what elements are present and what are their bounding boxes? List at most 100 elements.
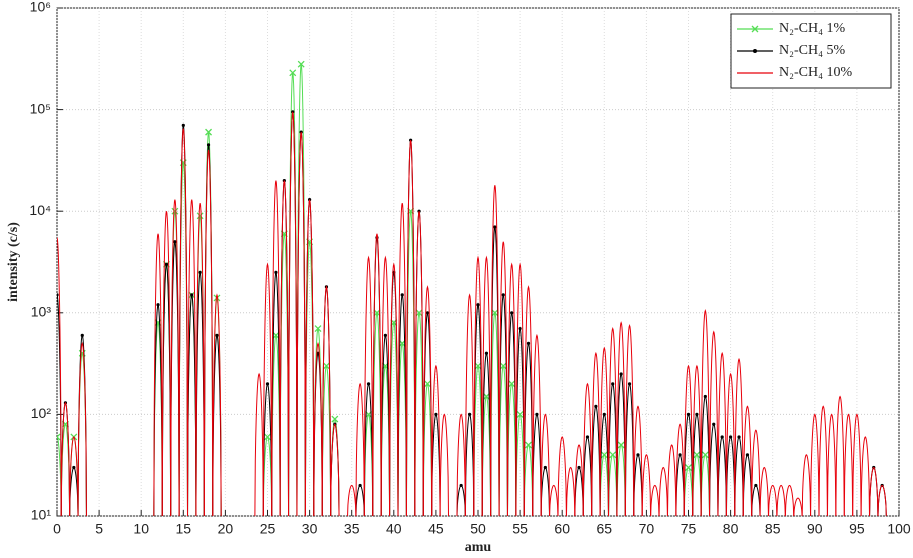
marker [636, 453, 640, 457]
marker [577, 465, 581, 470]
peak [675, 423, 685, 516]
y-axis-label: intensity (c/s) [6, 222, 21, 302]
x-tick-label: 10 [133, 521, 149, 537]
marker [424, 380, 431, 388]
marker [602, 412, 606, 416]
legend-label: N₂-CH₄ 10% [779, 65, 852, 80]
peak [57, 293, 62, 516]
marker [322, 362, 330, 370]
marker [57, 433, 61, 441]
marker [516, 410, 524, 418]
peak [877, 484, 887, 516]
marker [57, 293, 59, 297]
peak [683, 364, 694, 516]
peak [641, 454, 652, 516]
x-tick-label: 75 [681, 521, 697, 537]
marker [474, 362, 482, 370]
x-axis-label: amu [465, 540, 492, 555]
peak [195, 203, 205, 516]
peak [843, 413, 854, 516]
marker [535, 412, 539, 416]
marker [627, 382, 632, 386]
x-tick-label: 40 [386, 521, 402, 537]
peak [709, 330, 719, 516]
peak [734, 357, 744, 516]
x-tick-label: 80 [723, 521, 739, 537]
y-tick-label: 10³ [31, 304, 52, 320]
peak [288, 111, 298, 516]
marker [314, 325, 322, 332]
y-tick-label: 10¹ [31, 507, 52, 523]
marker [609, 451, 617, 459]
peak [304, 199, 315, 516]
marker [181, 123, 185, 127]
marker [701, 451, 709, 459]
peak [313, 342, 323, 516]
peak [650, 484, 660, 516]
peak [565, 466, 576, 516]
peak [296, 132, 306, 516]
legend-label: N₂-CH₄ 1% [779, 21, 845, 36]
peak [57, 237, 62, 516]
marker [400, 293, 404, 297]
peak [523, 285, 534, 516]
peak [397, 203, 407, 516]
peak [203, 149, 214, 516]
marker [508, 380, 516, 388]
peak [57, 436, 62, 516]
marker [510, 311, 514, 315]
marker [331, 415, 339, 423]
peak [784, 484, 795, 516]
grid [56, 7, 900, 517]
x-tick-label: 5 [95, 521, 103, 537]
peak [439, 413, 450, 516]
marker [476, 303, 480, 307]
peak [405, 140, 416, 516]
marker [754, 483, 758, 488]
marker [617, 441, 625, 449]
peak [506, 262, 517, 516]
peak [793, 497, 803, 516]
y-tick-label: 10⁴ [29, 202, 51, 218]
peak [187, 199, 197, 516]
peak [355, 382, 365, 516]
marker [366, 382, 371, 386]
peak [852, 413, 862, 516]
marker [297, 60, 305, 68]
x-tick-label: 70 [639, 521, 655, 537]
peak [69, 436, 79, 516]
peak [414, 211, 424, 516]
peak [490, 185, 500, 516]
series [57, 111, 887, 516]
marker [265, 382, 270, 386]
peak [658, 466, 668, 516]
peak [321, 285, 332, 516]
marker [215, 333, 219, 337]
marker [594, 404, 598, 408]
peak [759, 466, 769, 516]
peak [262, 262, 273, 516]
marker [482, 393, 490, 400]
marker [425, 311, 430, 315]
peak [869, 466, 879, 516]
peak [380, 255, 391, 516]
x-tick-label: 25 [260, 521, 276, 537]
peak [464, 293, 475, 516]
marker [729, 435, 733, 439]
x-tick-label: 45 [428, 521, 444, 537]
peak [456, 413, 466, 516]
marker [493, 225, 497, 229]
x-tick-label: 100 [887, 521, 911, 537]
marker [484, 351, 489, 355]
x-tick-label: 85 [765, 521, 781, 537]
y-tick-label: 10² [31, 405, 52, 421]
marker [543, 465, 547, 470]
marker [383, 333, 387, 337]
peak [666, 444, 677, 516]
marker [171, 207, 179, 215]
peak [532, 333, 542, 516]
peak [608, 327, 618, 516]
peak [347, 484, 357, 516]
marker [289, 69, 297, 77]
